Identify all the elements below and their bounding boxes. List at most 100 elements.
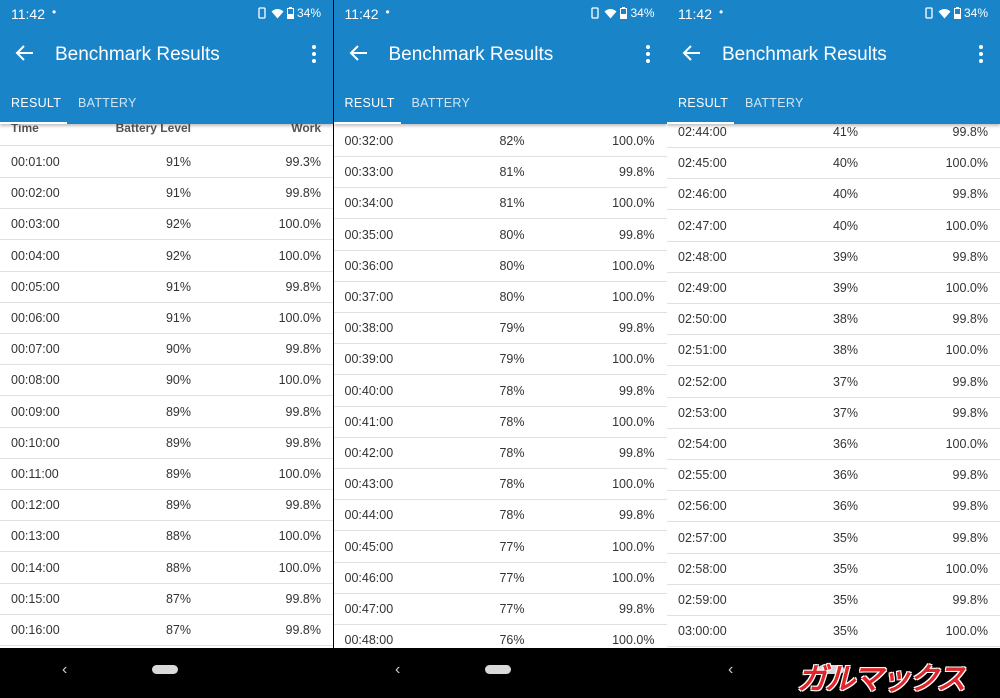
table-row: 02:54:00 36% 100.0% — [667, 428, 1000, 460]
cell-work: 99.8% — [952, 593, 988, 607]
app-bar: 11:42 • 34% Benchmark Results RESULT BAT… — [0, 0, 333, 124]
table-row: 00:15:00 87% 99.8% — [0, 583, 333, 615]
status-bar: 11:42 • 34% — [0, 0, 333, 28]
cell-time: 02:54:00 — [678, 437, 727, 451]
cell-battery-level: 89% — [165, 467, 191, 481]
table-row: 00:05:00 91% 99.8% — [0, 271, 333, 303]
cell-work: 100.0% — [945, 437, 988, 451]
cell-time: 00:07:00 — [11, 342, 60, 357]
battery-percent: 34% — [296, 6, 321, 20]
cell-time: 00:03:00 — [11, 217, 60, 232]
cell-time: 00:42:00 — [344, 446, 394, 460]
table-row: 00:07:00 90% 99.8% — [0, 333, 333, 366]
cell-time: 00:02:00 — [11, 186, 60, 201]
cell-work: 99.8% — [619, 321, 655, 336]
cell-battery-level: 91% — [165, 311, 191, 325]
cell-time: 00:48:00 — [344, 633, 394, 648]
cell-battery-level: 78% — [499, 383, 525, 398]
cell-work: 99.8% — [285, 186, 321, 201]
cell-time: 02:59:00 — [678, 593, 727, 607]
cell-work: 100.0% — [612, 539, 655, 554]
more-vert-icon[interactable] — [311, 44, 317, 64]
table-row: 00:09:00 89% 99.8% — [0, 396, 333, 428]
cell-time: 02:56:00 — [678, 499, 727, 514]
nav-home-pill[interactable] — [818, 665, 844, 674]
tab-result[interactable]: RESULT — [11, 96, 62, 110]
cell-battery-level: 77% — [499, 602, 525, 616]
table-row: 00:46:00 77% 100.0% — [333, 562, 667, 594]
nav-back-icon[interactable]: ‹ — [395, 661, 401, 678]
cell-time: 02:44:00 — [678, 125, 727, 139]
tab-battery[interactable]: BATTERY — [745, 96, 804, 110]
tab-result[interactable]: RESULT — [344, 96, 395, 110]
back-arrow-icon[interactable] — [681, 42, 703, 64]
cell-work: 100.0% — [612, 196, 655, 211]
tab-indicator — [333, 122, 401, 124]
cell-battery-level: 78% — [499, 477, 525, 492]
cell-battery-level: 88% — [165, 529, 191, 544]
back-arrow-icon[interactable] — [348, 42, 370, 64]
tab-bar: RESULT BATTERY — [0, 88, 333, 124]
results-list[interactable]: 00:01:00 91% 99.3% 00:02:00 91% 99.8% 00:03:00… — [0, 0, 333, 648]
cell-time: 00:41:00 — [344, 414, 394, 429]
screen-1: 11:42 • 34% Benchmark Results RESULT BAT… — [0, 0, 333, 648]
table-row: 00:43:00 78% 100.0% — [333, 468, 667, 501]
cell-battery-level: 91% — [165, 186, 191, 201]
cell-time: 00:09:00 — [11, 404, 60, 419]
cell-work: 100.0% — [945, 343, 988, 358]
tab-battery[interactable]: BATTERY — [411, 96, 471, 110]
nav-back-icon[interactable]: ‹ — [728, 661, 734, 678]
cell-battery-level: 36% — [832, 499, 858, 514]
cell-time: 00:39:00 — [344, 352, 394, 367]
table-row: 00:13:00 88% 100.0% — [0, 520, 333, 553]
table-row: 00:32:00 82% 100.0% — [333, 125, 667, 157]
cell-time: 00:04:00 — [11, 248, 60, 263]
cell-time: 02:45:00 — [678, 156, 727, 171]
cell-battery-level: 79% — [499, 352, 525, 367]
table-row: 02:47:00 40% 100.0% — [667, 210, 1000, 242]
tab-battery[interactable]: BATTERY — [78, 96, 137, 110]
cell-work: 99.8% — [952, 374, 988, 389]
cell-battery-level: 40% — [832, 218, 858, 233]
table-row: 00:16:00 87% 99.8% — [0, 614, 333, 646]
cell-time: 03:00:00 — [678, 624, 727, 639]
table-row: 00:36:00 80% 100.0% — [333, 250, 667, 282]
more-vert-icon[interactable] — [978, 44, 984, 64]
cell-work: 99.8% — [952, 125, 988, 139]
vibrate-icon — [591, 7, 600, 19]
nav-home-pill[interactable] — [152, 665, 178, 674]
cell-battery-level: 77% — [499, 570, 525, 585]
table-row: 00:12:00 89% 99.8% — [0, 489, 333, 522]
tab-indicator — [667, 122, 734, 124]
tab-result[interactable]: RESULT — [678, 96, 729, 110]
results-list[interactable]: 02:44:00 41% 99.8% 02:45:00 40% 100.0% 02:46:0… — [667, 0, 1000, 648]
cell-battery-level: 90% — [165, 342, 191, 357]
cell-battery-level: 92% — [165, 217, 191, 232]
header-battery-level: Battery Level — [115, 121, 191, 135]
cell-battery-level: 39% — [832, 249, 858, 264]
cell-battery-level: 88% — [165, 560, 191, 575]
cell-battery-level: 35% — [832, 561, 858, 576]
cell-battery-level: 81% — [499, 165, 525, 180]
cell-battery-level: 78% — [499, 414, 525, 429]
table-row: 02:48:00 39% 99.8% — [667, 241, 1000, 273]
cell-work: 99.8% — [619, 227, 655, 242]
system-nav-bar: ‹ ‹ ‹ — [0, 648, 1000, 692]
cell-work: 99.8% — [619, 602, 655, 616]
nav-home-pill[interactable] — [485, 665, 511, 674]
wifi-icon — [604, 8, 617, 18]
cell-battery-level: 36% — [832, 468, 858, 483]
cell-time: 02:52:00 — [678, 374, 727, 389]
cell-time: 02:53:00 — [678, 405, 727, 420]
cell-work: 100.0% — [612, 134, 655, 148]
more-vert-icon[interactable] — [645, 44, 651, 64]
battery-icon — [620, 7, 628, 19]
nav-back-icon[interactable]: ‹ — [62, 661, 68, 678]
results-list[interactable]: 00:32:00 82% 100.0% 00:33:00 81% 99.8% 00:34:0… — [333, 0, 667, 648]
back-arrow-icon[interactable] — [14, 42, 36, 64]
cell-battery-level: 35% — [832, 593, 858, 607]
screen-3: 11:42 • 34% Benchmark Results RESULT BAT… — [667, 0, 1000, 648]
cell-work: 100.0% — [612, 477, 655, 492]
cell-battery-level: 89% — [165, 435, 191, 450]
cell-work: 99.8% — [952, 530, 988, 545]
